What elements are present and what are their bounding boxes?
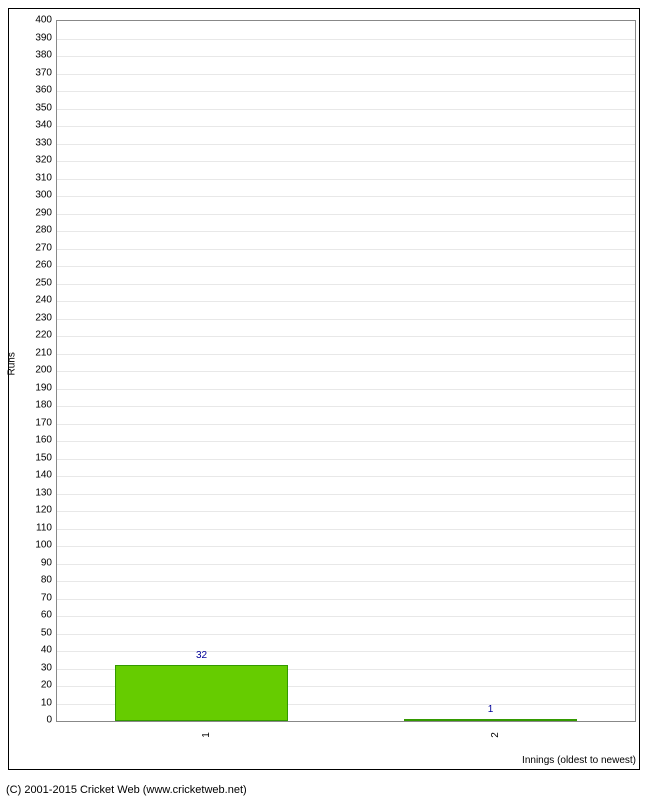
y-tick-label: 260	[22, 260, 52, 271]
y-tick-label: 20	[22, 680, 52, 691]
gridline	[57, 371, 635, 372]
plot-area: 32 1	[56, 20, 636, 722]
gridline	[57, 249, 635, 250]
y-tick-label: 270	[22, 242, 52, 253]
bar-value-label: 1	[488, 704, 494, 715]
gridline	[57, 546, 635, 547]
gridline	[57, 441, 635, 442]
gridline	[57, 126, 635, 127]
y-tick-label: 60	[22, 610, 52, 621]
bar	[115, 665, 288, 721]
x-tick-label: 2	[490, 732, 501, 738]
gridline	[57, 354, 635, 355]
y-tick-label: 90	[22, 557, 52, 568]
y-tick-label: 200	[22, 365, 52, 376]
y-tick-label: 70	[22, 592, 52, 603]
gridline	[57, 494, 635, 495]
y-tick-label: 360	[22, 85, 52, 96]
gridline	[57, 196, 635, 197]
gridline	[57, 109, 635, 110]
y-tick-label: 310	[22, 172, 52, 183]
x-axis-label: Innings (oldest to newest)	[522, 755, 636, 766]
gridline	[57, 39, 635, 40]
y-tick-label: 340	[22, 120, 52, 131]
y-tick-label: 230	[22, 312, 52, 323]
y-tick-label: 180	[22, 400, 52, 411]
x-tick-label: 1	[201, 732, 212, 738]
gridline	[57, 616, 635, 617]
y-tick-label: 280	[22, 225, 52, 236]
chart-container: 32 1 Runs Innings (oldest to newest) (C) …	[0, 0, 650, 800]
gridline	[57, 284, 635, 285]
y-tick-label: 250	[22, 277, 52, 288]
gridline	[57, 564, 635, 565]
gridline	[57, 56, 635, 57]
gridline	[57, 144, 635, 145]
y-tick-label: 100	[22, 540, 52, 551]
gridline	[57, 529, 635, 530]
gridline	[57, 599, 635, 600]
y-tick-label: 0	[22, 715, 52, 726]
gridline	[57, 231, 635, 232]
y-tick-label: 80	[22, 575, 52, 586]
y-tick-label: 220	[22, 330, 52, 341]
y-tick-label: 240	[22, 295, 52, 306]
gridline	[57, 301, 635, 302]
y-tick-label: 150	[22, 452, 52, 463]
gridline	[57, 319, 635, 320]
y-tick-label: 130	[22, 487, 52, 498]
y-tick-label: 30	[22, 662, 52, 673]
y-tick-label: 320	[22, 155, 52, 166]
y-tick-label: 390	[22, 32, 52, 43]
y-tick-label: 120	[22, 505, 52, 516]
y-tick-label: 380	[22, 50, 52, 61]
y-tick-label: 350	[22, 102, 52, 113]
gridline	[57, 511, 635, 512]
gridline	[57, 459, 635, 460]
y-tick-label: 370	[22, 67, 52, 78]
y-tick-label: 210	[22, 347, 52, 358]
y-tick-label: 300	[22, 190, 52, 201]
y-tick-label: 400	[22, 15, 52, 26]
y-tick-label: 170	[22, 417, 52, 428]
y-tick-label: 10	[22, 697, 52, 708]
gridline	[57, 266, 635, 267]
gridline	[57, 406, 635, 407]
gridline	[57, 74, 635, 75]
y-tick-label: 50	[22, 627, 52, 638]
gridline	[57, 336, 635, 337]
gridline	[57, 91, 635, 92]
gridline	[57, 214, 635, 215]
copyright-text: (C) 2001-2015 Cricket Web (www.cricketwe…	[6, 784, 247, 796]
gridline	[57, 161, 635, 162]
y-axis-label: Runs	[7, 352, 18, 375]
y-tick-label: 290	[22, 207, 52, 218]
y-tick-label: 40	[22, 645, 52, 656]
y-tick-label: 110	[22, 522, 52, 533]
y-tick-label: 190	[22, 382, 52, 393]
gridline	[57, 389, 635, 390]
gridline	[57, 424, 635, 425]
gridline	[57, 634, 635, 635]
y-tick-label: 140	[22, 470, 52, 481]
bar	[404, 719, 577, 721]
y-tick-label: 330	[22, 137, 52, 148]
gridline	[57, 651, 635, 652]
y-tick-label: 160	[22, 435, 52, 446]
bar-value-label: 32	[196, 650, 207, 661]
gridline	[57, 581, 635, 582]
gridline	[57, 179, 635, 180]
gridline	[57, 476, 635, 477]
